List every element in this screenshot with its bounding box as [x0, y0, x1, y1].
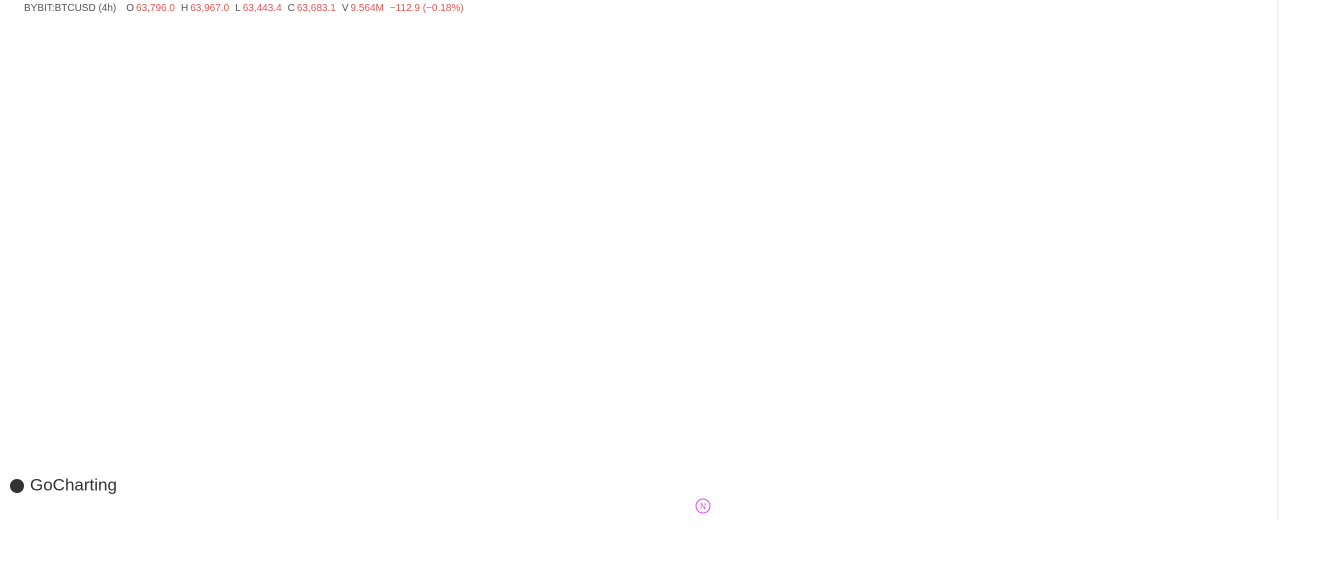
- ohlc-key: H: [180, 3, 189, 14]
- news-marker: [695, 498, 711, 514]
- ohlc-key: C: [287, 3, 295, 14]
- ohlc-value: 9.564M: [350, 3, 384, 14]
- ohlc-key: V: [341, 3, 349, 14]
- symbol: BYBIT:BTCUSD (4h): [24, 3, 117, 14]
- logo: GoCharting: [30, 475, 117, 494]
- news-marker-label: N: [700, 502, 706, 511]
- legend-header: BYBIT:BTCUSD (4h) O 63,796.0 H 63,967.0 L 63,4…: [24, 3, 470, 14]
- change: −112.9 (−0.18%): [389, 3, 464, 14]
- logo-icon: [10, 479, 24, 493]
- ohlc-key: O: [126, 3, 135, 14]
- ohlc-value: 63,796.0: [136, 3, 175, 14]
- ohlc-value: 63,443.4: [242, 3, 282, 14]
- ohlc-key: L: [235, 3, 241, 14]
- ohlc-value: 63,967.0: [190, 3, 230, 14]
- ohlc-value: 63,683.1: [296, 3, 336, 14]
